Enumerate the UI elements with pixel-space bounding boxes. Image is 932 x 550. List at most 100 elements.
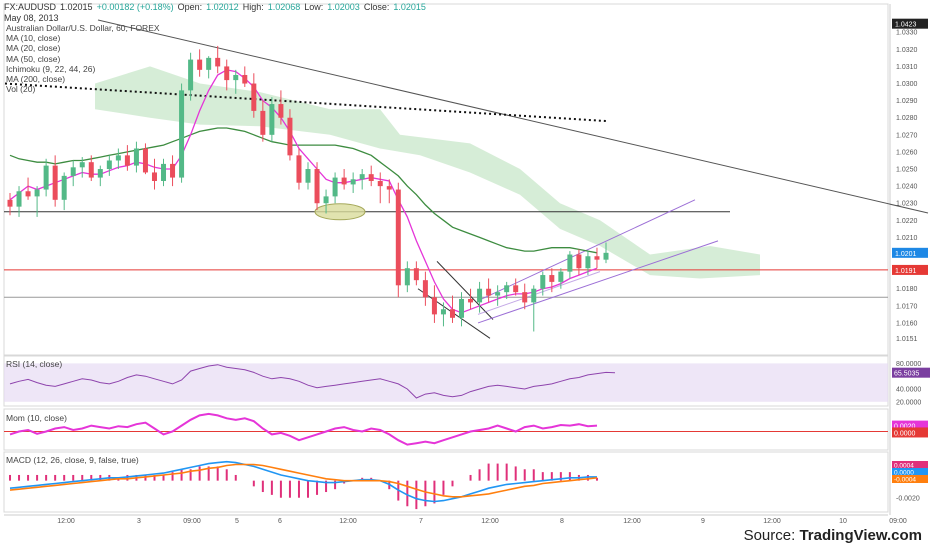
candle-body <box>513 285 519 293</box>
price-tick-label: 1.0170 <box>896 303 918 310</box>
time-tick-label: 12:00 <box>339 518 357 525</box>
candle-body <box>422 280 428 298</box>
macd-value-tag <box>892 475 928 483</box>
legend-item[interactable]: MA (10, close) <box>6 33 61 44</box>
price-tick-label: 1.0250 <box>896 167 918 174</box>
candle-body <box>124 155 130 166</box>
candle-body <box>368 174 374 181</box>
candle-body <box>106 160 112 170</box>
price-tag-label: 1.0201 <box>895 251 917 258</box>
candle-body <box>34 189 40 197</box>
price-change: +0.00182 (+0.18%) <box>96 2 174 12</box>
pane-frame-3 <box>3 451 889 513</box>
source-credit: Source: TradingView.com <box>744 527 922 544</box>
candle-body <box>504 285 510 293</box>
candle-body <box>305 169 311 183</box>
price-tag-label: 1.0423 <box>895 22 917 29</box>
price-tick-label: 1.0151 <box>896 336 918 343</box>
candle-body <box>197 59 203 70</box>
channel-line <box>477 240 719 324</box>
candle-body <box>215 57 221 67</box>
candle-body <box>224 66 230 81</box>
price-tick-label: 1.0160 <box>896 320 918 327</box>
mom-pane-label[interactable]: Mom (10, close) <box>6 413 67 423</box>
price-tick-label: 1.0230 <box>896 201 918 208</box>
price-tick-label: 1.0280 <box>896 115 918 122</box>
ma200-line <box>4 82 609 123</box>
candle-body <box>7 199 13 207</box>
time-tick-label: 09:00 <box>889 518 907 525</box>
legend-item[interactable]: Ichimoku (9, 22, 44, 26) <box>6 63 96 74</box>
ma10-line <box>9 69 598 314</box>
high-label: High: <box>242 2 264 12</box>
last-price: 1.02015 <box>60 2 93 12</box>
mom-value-tag <box>892 420 928 431</box>
pane-frame-2 <box>3 408 889 451</box>
time-tick-label: 12:00 <box>57 518 75 525</box>
candle-body <box>477 288 483 303</box>
candle-body <box>495 292 501 296</box>
time-tick-label: 3 <box>137 518 141 525</box>
legend-item[interactable]: Vol (20) <box>6 84 36 95</box>
source-brand[interactable]: TradingView.com <box>799 527 922 544</box>
candle-body <box>278 104 284 118</box>
candle-body <box>151 172 157 181</box>
legend-item[interactable]: MA (50, close) <box>6 53 61 64</box>
candle-body <box>287 117 293 156</box>
candle-body <box>603 252 609 260</box>
candle-body <box>486 288 492 296</box>
macd-value-label: -0.0004 <box>894 477 916 484</box>
macd-value-tag <box>892 461 928 469</box>
symbol-header: FX:AUDUSD 1.02015 +0.00182 (+0.18%) Open: 1.… <box>4 2 430 24</box>
trend-line-down <box>97 19 929 214</box>
time-tick-label: 8 <box>560 518 564 525</box>
macd-value-label: 0.0004 <box>894 463 914 470</box>
time-tick-label: 12:00 <box>623 518 641 525</box>
legend-item[interactable]: MA (200, close) <box>6 74 66 85</box>
low-value: 1.02003 <box>327 2 360 12</box>
candle-body <box>323 196 329 204</box>
macd-line <box>9 460 597 503</box>
price-tick-label: 1.0270 <box>896 132 918 139</box>
candle-body <box>404 268 410 286</box>
rsi-line <box>9 364 616 399</box>
legend-item[interactable]: MA (20, close) <box>6 43 61 54</box>
rsi-tick-label: 80.0000 <box>896 361 921 368</box>
candle-body <box>16 191 22 207</box>
candle-body <box>540 275 546 289</box>
candle-body <box>341 177 347 185</box>
chart-date: May 08, 2013 <box>4 13 59 23</box>
mom-value-label: 0.0020 <box>894 424 916 431</box>
candle-body <box>576 254 582 269</box>
time-tick-label: 09:00 <box>183 518 201 525</box>
price-tick-label: 1.0240 <box>896 184 918 191</box>
rsi-pane-label[interactable]: RSI (14, close) <box>6 359 63 369</box>
price-tag <box>892 18 928 29</box>
candle-body <box>88 162 94 178</box>
candle-body <box>314 169 320 204</box>
ma50-line <box>9 127 598 254</box>
candle-body <box>233 74 239 81</box>
candle-body <box>296 155 302 183</box>
candle-body <box>567 254 573 272</box>
candle-body <box>25 191 31 197</box>
candle-body <box>52 165 58 200</box>
ichimoku-cloud <box>95 66 760 279</box>
macd-value-label: 0.0000 <box>894 470 914 477</box>
candle-body <box>386 186 392 190</box>
candle-body <box>522 292 528 303</box>
candle-body <box>61 175 67 200</box>
candle-body <box>549 275 555 282</box>
candle-body <box>161 163 167 181</box>
macd-pane-label[interactable]: MACD (12, 26, close, 9, false, true) <box>6 455 139 465</box>
candle-body <box>206 57 212 70</box>
candle-body <box>179 90 185 178</box>
candle-body <box>449 309 455 318</box>
rsi-value-label: 65.5035 <box>894 371 919 378</box>
pane-frame-0 <box>3 3 889 356</box>
low-label: Low: <box>304 2 324 12</box>
wedge-line <box>436 261 494 320</box>
candle-body <box>70 167 76 176</box>
rsi-tick-label: 40.0000 <box>896 387 921 394</box>
channel-line <box>477 271 601 315</box>
